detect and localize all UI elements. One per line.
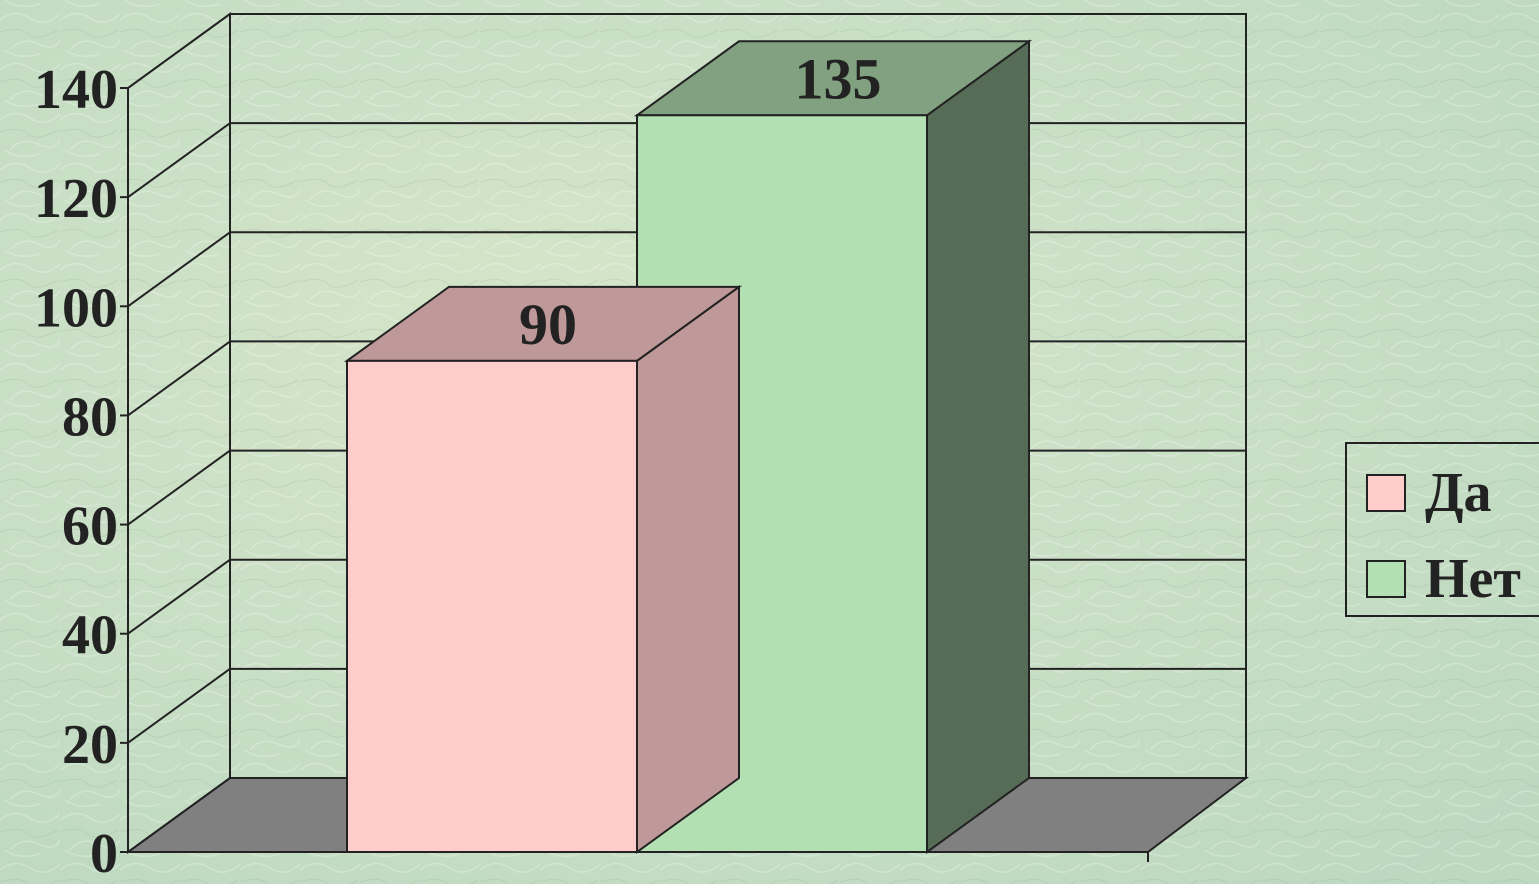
gridline-depth — [127, 122, 231, 198]
legend-box — [1345, 442, 1539, 617]
bar-side — [636, 284, 740, 854]
y-tick-label: 120 — [34, 168, 118, 230]
bar-1 — [343, 284, 743, 854]
legend-swatch-2 — [1366, 560, 1406, 598]
bar-side — [926, 39, 1030, 854]
y-tick-label: 40 — [62, 605, 118, 667]
legend-label-1: Да — [1425, 462, 1492, 524]
gridline-depth — [127, 449, 231, 526]
bars — [343, 39, 1033, 854]
y-tick-label: 140 — [34, 59, 118, 121]
gridline-depth — [127, 340, 231, 417]
data-label-2: 135 — [795, 46, 882, 111]
gridline-depth — [127, 13, 231, 89]
gridline-depth — [127, 668, 231, 744]
data-label-1: 90 — [519, 292, 577, 357]
y-tick-label: 20 — [62, 714, 118, 776]
y-tick-label: 0 — [90, 823, 118, 884]
gridline-depth — [127, 558, 231, 635]
gridline-depth — [127, 231, 231, 308]
bar-front — [346, 359, 638, 853]
y-tick-label: 100 — [34, 277, 118, 339]
legend-label-2: Нет — [1425, 548, 1521, 610]
legend-swatch-1 — [1366, 474, 1406, 512]
y-tick-label: 60 — [62, 496, 118, 558]
data-labels: 90 135 — [519, 46, 882, 357]
y-tick-label: 80 — [62, 386, 118, 448]
legend: Да Нет — [1345, 442, 1539, 617]
